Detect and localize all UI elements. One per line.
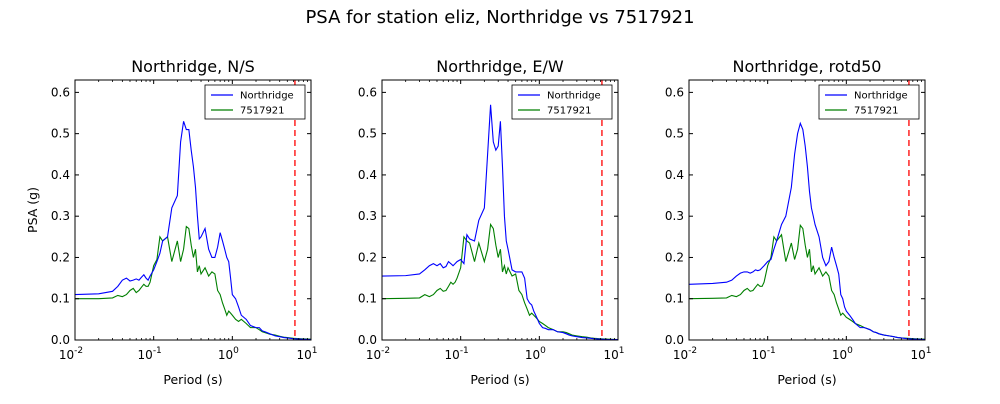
- x-axis-label: Period (s): [470, 372, 529, 387]
- legend-label: Northridge: [547, 91, 601, 102]
- y-tick-label: 0.3: [358, 209, 377, 223]
- plot-frame: [688, 79, 926, 341]
- x-axis-label: Period (s): [777, 372, 836, 387]
- y-tick-label: 0.0: [665, 333, 684, 347]
- x-tick-label: 10-1: [752, 346, 776, 362]
- figure-title: PSA for station eliz, Northridge vs 7517…: [305, 7, 694, 28]
- y-tick-label: 0.2: [665, 250, 684, 264]
- y-tick-label: 0.3: [51, 209, 70, 223]
- y-tick-label: 0.1: [665, 292, 684, 306]
- legend-label: Northridge: [854, 91, 908, 102]
- y-tick-label: 0.1: [358, 292, 377, 306]
- x-tick-label: 101: [603, 346, 624, 362]
- legend: Northridge 7517921: [818, 84, 920, 120]
- panel-title: Northridge, N/S: [131, 57, 255, 76]
- plot-frame: [74, 79, 312, 341]
- legend: Northridge 7517921: [204, 84, 306, 120]
- y-tick-label: 0.6: [51, 85, 70, 99]
- x-tick-label: 10-2: [59, 346, 83, 362]
- legend-box: [818, 84, 920, 120]
- chart-panel-3: 0.0 0.1 0.2 0.3 0.4 0.5 0.6 10-2 10-1 100 101 North…: [665, 57, 932, 387]
- y-tick-label: 0.0: [51, 333, 70, 347]
- legend-label: Northridge: [240, 91, 294, 102]
- series-line-sim: [75, 225, 311, 340]
- y-tick-label: 0.6: [665, 85, 684, 99]
- chart-panel-1: 0.0 0.1 0.2 0.3 0.4 0.5 0.6 10-2 10-1 100 101 North…: [25, 57, 318, 387]
- series-line-sim: [382, 222, 618, 340]
- legend-label: 7517921: [547, 106, 592, 117]
- legend-label: 7517921: [240, 106, 285, 117]
- y-tick-label: 0.5: [51, 127, 70, 141]
- x-tick-label: 100: [218, 346, 239, 362]
- x-tick-label: 10-2: [673, 346, 697, 362]
- y-axis-label: PSA (g): [25, 187, 40, 233]
- y-tick-label: 0.4: [665, 168, 684, 182]
- legend-box: [204, 84, 306, 120]
- series-line-northridge: [75, 121, 311, 340]
- y-tick-label: 0.5: [665, 127, 684, 141]
- y-tick-label: 0.2: [358, 250, 377, 264]
- x-tick-label: 10-1: [445, 346, 469, 362]
- chart-panel-2: 0.0 0.1 0.2 0.3 0.4 0.5 0.6 10-2 10-1 100 101 North…: [358, 57, 625, 387]
- series-line-northridge: [689, 121, 925, 340]
- y-tick-label: 0.4: [51, 168, 70, 182]
- y-tick-label: 0.2: [51, 250, 70, 264]
- y-tick-label: 0.3: [665, 209, 684, 223]
- y-tick-label: 0.5: [358, 127, 377, 141]
- legend-label: 7517921: [854, 106, 899, 117]
- series-line-northridge: [382, 104, 618, 340]
- plot-frame: [381, 79, 619, 341]
- x-axis-label: Period (s): [163, 372, 222, 387]
- x-tick-label: 100: [525, 346, 546, 362]
- panel-title: Northridge, E/W: [436, 57, 564, 76]
- y-tick-label: 0.0: [358, 333, 377, 347]
- x-tick-label: 10-2: [366, 346, 390, 362]
- x-tick-label: 10-1: [138, 346, 162, 362]
- y-tick-label: 0.6: [358, 85, 377, 99]
- x-tick-label: 101: [910, 346, 931, 362]
- y-tick-label: 0.4: [358, 168, 377, 182]
- legend-box: [511, 84, 613, 120]
- x-tick-label: 101: [296, 346, 317, 362]
- y-tick-label: 0.1: [51, 292, 70, 306]
- legend: Northridge 7517921: [511, 84, 613, 120]
- x-tick-label: 100: [832, 346, 853, 362]
- panel-title: Northridge, rotd50: [733, 57, 882, 76]
